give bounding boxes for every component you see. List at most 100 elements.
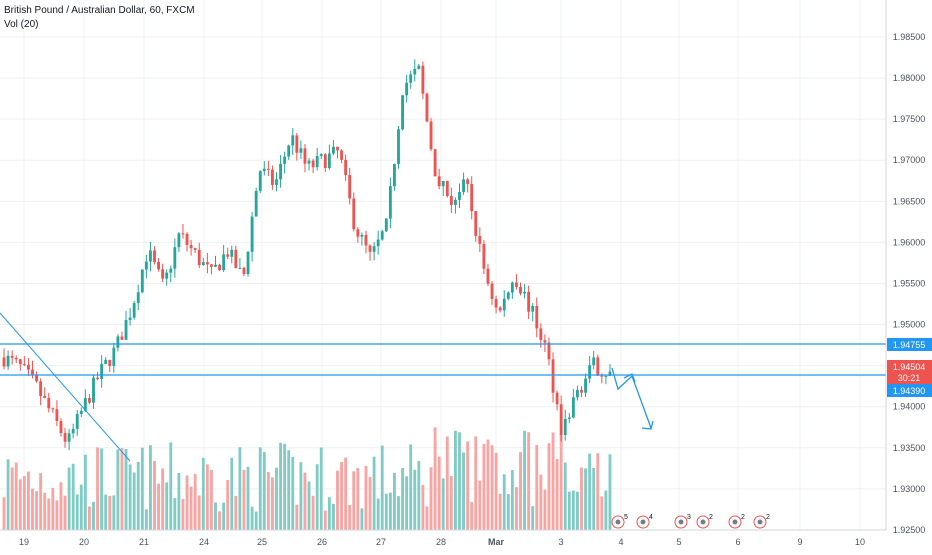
candle-body [364, 234, 368, 246]
price-tick-label: 1.96000 [893, 237, 926, 247]
candle-body [59, 421, 63, 434]
volume-bar [380, 445, 384, 530]
candle-body [388, 186, 392, 219]
volume-bar [315, 464, 319, 530]
volume-bar [181, 498, 185, 530]
candle-body [266, 168, 270, 170]
drawings[interactable] [0, 312, 886, 462]
event-marker-count: 5 [624, 514, 628, 521]
volume-bar [22, 476, 26, 530]
candle-body [515, 282, 518, 287]
volume-bar [266, 471, 270, 530]
volume-bar [433, 427, 437, 530]
time-tick-label: 19 [19, 537, 29, 547]
trend-line[interactable] [0, 312, 131, 462]
event-marker[interactable]: 2 [753, 514, 770, 529]
volume-bar [140, 447, 144, 530]
price-axis[interactable]: 1.98500 1.98000 1.97500 1.97000 1.96500 1.960… [885, 0, 932, 535]
volume-bar [279, 442, 282, 530]
volume-bar [258, 447, 262, 530]
candle-body [571, 397, 575, 418]
price-tag-lower: 1.94390 [887, 384, 932, 397]
candle-body [360, 234, 364, 237]
candle-body [299, 148, 303, 153]
candle-body [39, 381, 43, 396]
volume-bar [506, 494, 510, 530]
volume-bar [340, 461, 343, 530]
time-tick-label: Mar [488, 537, 505, 547]
volume-bar [600, 496, 604, 530]
time-tick-label: 3 [558, 537, 563, 547]
volume-bar [157, 483, 160, 530]
volume-bar [498, 493, 502, 530]
event-marker[interactable]: 2 [696, 514, 713, 529]
volume-bar [519, 452, 522, 530]
candle-body [18, 359, 22, 365]
volume-bar [437, 456, 441, 530]
candle-body [181, 233, 185, 235]
event-marker[interactable]: 2 [728, 514, 745, 529]
candle-body [352, 198, 356, 230]
volume-bar [360, 508, 364, 530]
candle-body [409, 74, 413, 83]
event-markers[interactable]: 5 4 3 2 2 2 [611, 514, 770, 529]
candle-body [332, 146, 335, 154]
event-marker[interactable]: 3 [674, 514, 691, 529]
volume-bar [169, 442, 173, 530]
price-tick-label: 1.98000 [893, 73, 926, 83]
volume-bar [319, 447, 323, 530]
candle-body [43, 395, 47, 398]
volume-bar [409, 444, 413, 530]
projection-arrow[interactable] [611, 367, 652, 429]
candle-body [193, 248, 197, 250]
volume-bar [271, 477, 274, 530]
volume-bar [226, 480, 230, 530]
symbol-title[interactable]: British Pound / Australian Dollar, 60, F… [4, 5, 195, 16]
volume-bar [384, 493, 388, 530]
candle-body [55, 409, 59, 422]
candle-body [210, 264, 213, 267]
volume-bar [291, 456, 295, 530]
volume-bar [571, 490, 575, 530]
candle-body [535, 306, 539, 329]
volume-bar [303, 472, 307, 530]
volume-bar [352, 471, 356, 530]
candle-body [303, 148, 307, 164]
volume-bar [527, 432, 531, 530]
candle-body [527, 291, 531, 312]
volume-bar [295, 504, 299, 530]
time-tick-label: 27 [376, 537, 386, 547]
time-tick-label: 25 [257, 537, 267, 547]
volume-bar [173, 498, 177, 530]
candle-body [291, 135, 295, 146]
volume-bar [567, 491, 571, 530]
volume-bar [218, 511, 221, 530]
volume-bar [474, 436, 478, 530]
candle-body [600, 375, 604, 377]
volume-bar [2, 497, 6, 530]
candle-body [271, 169, 274, 185]
volume-bar [539, 474, 543, 530]
candle-body [372, 246, 376, 252]
candle-body [490, 283, 494, 299]
volume-bar [596, 453, 600, 530]
candle-body [153, 250, 156, 262]
candle-body [437, 176, 441, 187]
candle-body [384, 218, 388, 232]
volume-bar [47, 498, 51, 530]
time-axis[interactable]: 19 20 21 24 25 26 27 28 Mar 3 4 5 6 9 10 [0, 529, 886, 547]
volume-indicator-label[interactable]: Vol (20) [4, 19, 39, 30]
volume-bar [307, 481, 311, 530]
candle-body [462, 179, 465, 193]
event-marker[interactable]: 5 [611, 514, 628, 529]
price-tag-upper-text: 1.94755 [893, 340, 926, 350]
volume-bar [608, 454, 612, 530]
volume-bar [242, 469, 246, 530]
event-marker[interactable]: 4 [636, 514, 653, 529]
volume-bar [31, 488, 34, 530]
candle-body [433, 149, 437, 177]
candle-body [327, 153, 331, 169]
volume-bar [486, 439, 490, 530]
